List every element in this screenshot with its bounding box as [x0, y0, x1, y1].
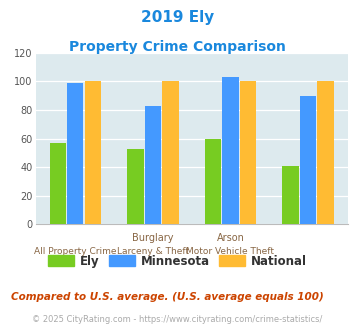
Legend: Ely, Minnesota, National: Ely, Minnesota, National: [43, 250, 312, 273]
Bar: [222, 77, 239, 224]
Text: Compared to U.S. average. (U.S. average equals 100): Compared to U.S. average. (U.S. average …: [11, 292, 323, 302]
Text: © 2025 CityRating.com - https://www.cityrating.com/crime-statistics/: © 2025 CityRating.com - https://www.city…: [32, 315, 323, 324]
Bar: [300, 96, 316, 224]
Bar: [317, 82, 334, 224]
Text: Motor Vehicle Theft: Motor Vehicle Theft: [186, 248, 274, 256]
Text: All Property Crime: All Property Crime: [34, 248, 116, 256]
Text: 2019 Ely: 2019 Ely: [141, 10, 214, 25]
Bar: [84, 82, 101, 224]
Text: Burglary: Burglary: [132, 233, 174, 243]
Bar: [145, 106, 161, 224]
Bar: [162, 82, 179, 224]
Bar: [127, 148, 143, 224]
Bar: [205, 139, 221, 224]
Bar: [50, 143, 66, 224]
Bar: [240, 82, 256, 224]
Bar: [283, 166, 299, 224]
Bar: [67, 83, 83, 224]
Text: Property Crime Comparison: Property Crime Comparison: [69, 40, 286, 53]
Text: Larceny & Theft: Larceny & Theft: [117, 248, 189, 256]
Text: Arson: Arson: [217, 233, 245, 243]
